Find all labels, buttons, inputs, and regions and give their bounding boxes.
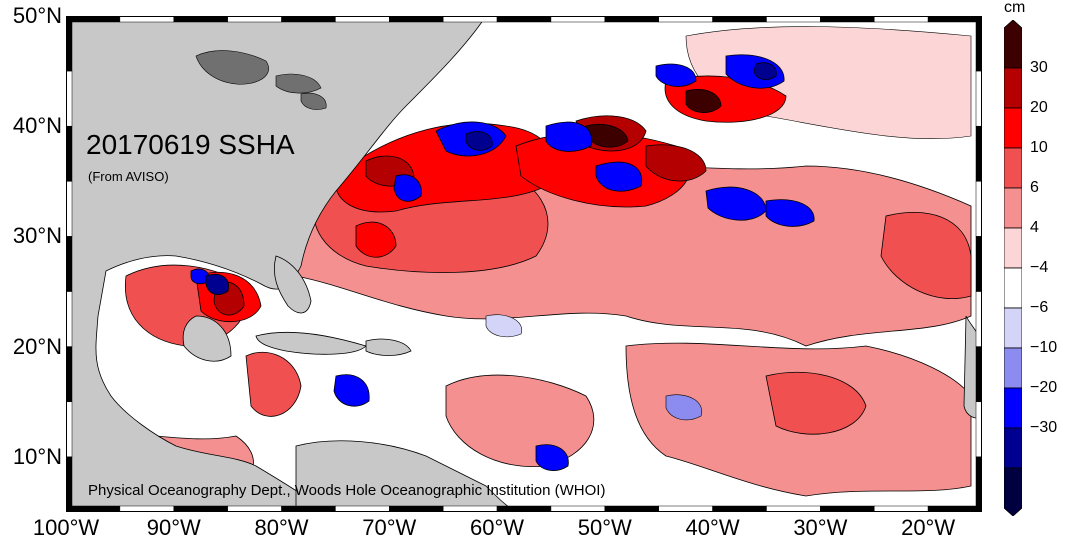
colorbar-swatch — [1004, 267, 1022, 309]
lat-tick-label: 20°N — [12, 333, 62, 359]
colorbar-swatch — [1004, 347, 1022, 389]
negative-anomaly — [545, 121, 593, 152]
colorbar-swatch — [1004, 467, 1022, 516]
colorbar-swatch — [1004, 107, 1022, 149]
colorbar-swatch — [1004, 427, 1022, 469]
lat-tick-label: 30°N — [12, 223, 62, 249]
credit-line: Physical Oceanography Dept., Woods Hole … — [88, 482, 606, 499]
lon-tick-label: 90°W — [146, 515, 201, 540]
negative-anomaly — [765, 199, 815, 227]
negative-anomaly — [333, 374, 370, 407]
negative-anomaly — [665, 394, 703, 421]
colorbar-tick-label: 20 — [1030, 99, 1048, 116]
colorbar-tick-label: −4 — [1030, 259, 1049, 276]
yucatan-land — [182, 315, 232, 362]
lon-tick-label: 70°W — [362, 515, 417, 540]
positive-anomaly-field — [445, 374, 595, 468]
negative-anomaly — [205, 274, 229, 295]
lat-tick-label: 10°N — [12, 443, 62, 469]
colorbar — [1004, 20, 1022, 516]
great-lakes — [300, 92, 327, 110]
positive-anomaly-peak — [585, 124, 629, 148]
negative-anomaly — [393, 174, 422, 202]
map-border — [66, 16, 982, 512]
map-title: 20170619 SSHA — [86, 129, 295, 160]
negative-anomaly — [753, 62, 777, 81]
positive-anomaly-peak — [685, 89, 722, 113]
lon-tick-label: 80°W — [254, 515, 309, 540]
positive-anomaly-peak — [645, 144, 707, 182]
colorbar-swatch — [1004, 187, 1022, 229]
colorbar-swatch — [1004, 67, 1022, 109]
lon-tick-label: 60°W — [470, 515, 525, 540]
map-outline — [66, 16, 982, 512]
source-note: (From AVISO) — [88, 169, 169, 184]
florida-peninsula — [273, 255, 312, 314]
colorbar-swatch — [1004, 227, 1022, 269]
colorbar-swatch — [1004, 20, 1022, 69]
lon-tick-label: 30°W — [793, 515, 848, 540]
great-lakes — [275, 73, 322, 94]
colorbar-swatch — [1004, 307, 1022, 349]
positive-anomaly-core — [355, 221, 397, 258]
border-segment — [927, 16, 982, 23]
positive-anomaly-field — [245, 352, 302, 417]
south-america-land — [295, 440, 517, 512]
negative-anomaly — [535, 444, 569, 471]
ssha-map-canvas — [66, 16, 982, 512]
positive-anomaly-field — [880, 212, 972, 299]
lon-tick-label: 50°W — [577, 515, 632, 540]
colorbar-unit: cm — [1004, 0, 1026, 16]
negative-anomaly — [595, 161, 643, 192]
hispaniola-island — [365, 338, 412, 356]
colorbar-swatch — [1004, 147, 1022, 189]
colorbar-tick-label: 6 — [1030, 179, 1039, 196]
colorbar-tick-label: −6 — [1030, 299, 1049, 316]
great-lakes — [195, 50, 269, 85]
lat-tick-label: 40°N — [12, 113, 62, 139]
border-segment — [927, 505, 982, 512]
colorbar-swatch — [1004, 387, 1022, 429]
negative-anomaly — [655, 63, 697, 87]
lon-tick-label: 40°W — [685, 515, 740, 540]
colorbar-tick-label: 4 — [1030, 219, 1039, 236]
anomaly-layer — [75, 26, 972, 499]
lat-tick-label: 50°N — [12, 3, 62, 28]
colorbar-tick-label: 30 — [1030, 59, 1048, 76]
colorbar-tick-label: 10 — [1030, 139, 1048, 156]
colorbar-tick-label: −20 — [1030, 379, 1058, 396]
cuba-island — [255, 332, 367, 355]
lon-tick-label: 100°W — [32, 515, 100, 540]
ssha-map — [66, 16, 982, 512]
positive-anomaly-field — [765, 371, 867, 435]
colorbar-tick-label: −30 — [1030, 419, 1058, 436]
negative-anomaly — [485, 314, 523, 338]
negative-anomaly — [465, 131, 493, 151]
lon-tick-label: 20°W — [901, 515, 956, 540]
colorbar-tick-label: −10 — [1030, 339, 1058, 356]
